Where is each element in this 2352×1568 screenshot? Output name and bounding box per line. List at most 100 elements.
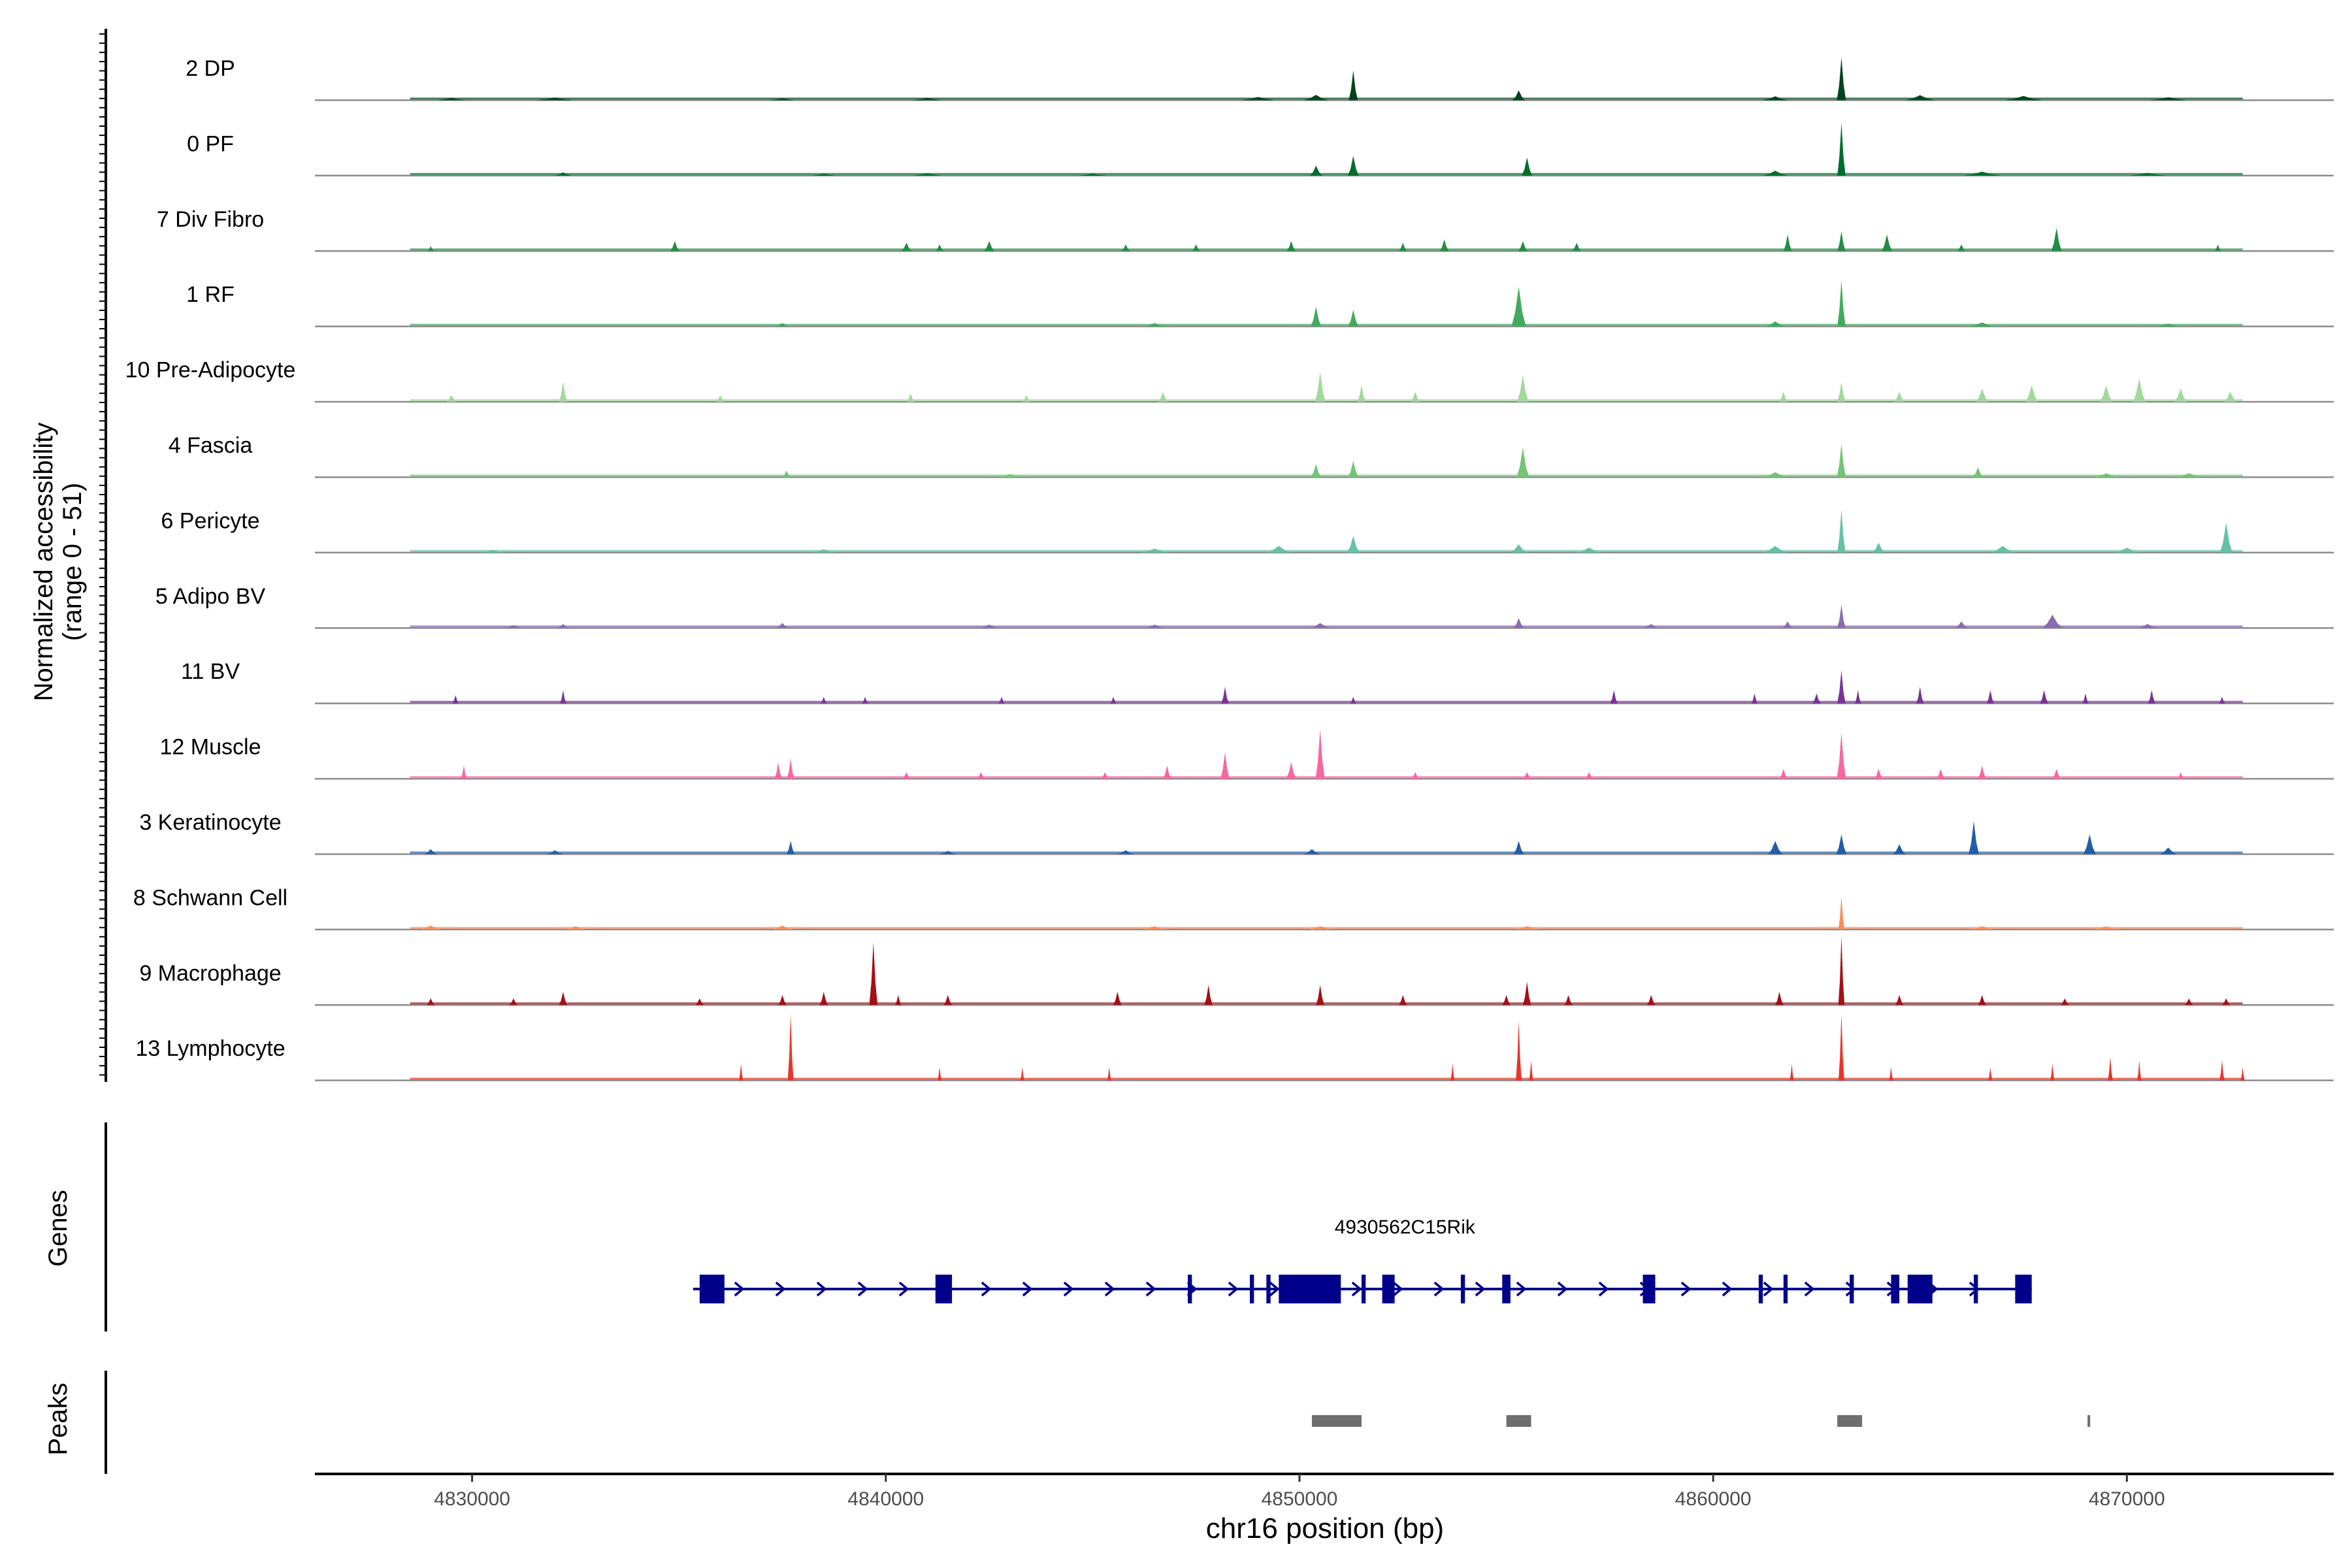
coverage-peak bbox=[1978, 765, 1987, 779]
coverage-peak bbox=[1411, 772, 1420, 779]
coverage-peak bbox=[1894, 391, 1905, 402]
coverage-peak bbox=[1514, 926, 1540, 930]
coverage-peak bbox=[2240, 1067, 2245, 1081]
coverage-peak bbox=[1529, 1060, 1533, 1081]
gene-exon bbox=[1891, 1275, 1900, 1303]
coverage-peak bbox=[776, 623, 789, 629]
coverage-peak bbox=[1837, 670, 1846, 704]
track-13-lymphocyte: 13 Lymphocyte bbox=[135, 1014, 2334, 1081]
coverage-peak bbox=[2177, 772, 2184, 779]
coverage-peak bbox=[1309, 165, 1322, 176]
coverage-peak bbox=[1763, 546, 1788, 553]
strand-arrow bbox=[1845, 1281, 1856, 1297]
coverage-peak bbox=[1110, 696, 1117, 704]
coverage-peak bbox=[2149, 97, 2187, 101]
track-12-muscle: 12 Muscle bbox=[160, 729, 2334, 780]
coverage-peak bbox=[1610, 690, 1618, 704]
peaks-track bbox=[1312, 1415, 2091, 1427]
coverage-peak bbox=[1398, 995, 1407, 1005]
coverage-peak bbox=[1303, 849, 1320, 855]
coverage-peak bbox=[1522, 981, 1531, 1005]
coverage-peak bbox=[1107, 1067, 1111, 1081]
coverage-peak bbox=[778, 995, 787, 1005]
gene-exon bbox=[1974, 1275, 1978, 1303]
coverage-peak bbox=[1303, 95, 1329, 101]
coverage-peak bbox=[1144, 625, 1166, 629]
strand-arrow bbox=[775, 1281, 786, 1297]
coverage-peak bbox=[1837, 57, 1846, 101]
coverage-peak bbox=[1986, 690, 1995, 704]
coverage-peak bbox=[1963, 171, 2001, 176]
coverage-peak bbox=[901, 242, 912, 252]
coverage-peak bbox=[1837, 231, 1846, 252]
coverage-peak bbox=[1144, 323, 1166, 327]
coverage-peak bbox=[1315, 729, 1325, 779]
peaks-panel-label: Peaks bbox=[44, 1382, 73, 1455]
track-label: 6 Pericyte bbox=[161, 508, 259, 533]
coverage-peak bbox=[1357, 385, 1366, 402]
coverage-peak bbox=[782, 470, 791, 478]
coverage-peak bbox=[2185, 998, 2193, 1005]
track-2-dp: 2 DP bbox=[186, 56, 2334, 101]
coverage-peak bbox=[2100, 385, 2113, 402]
track-5-adipo-bv: 5 Adipo BV bbox=[155, 584, 2334, 629]
track-6-pericyte: 6 Pericyte bbox=[161, 508, 2334, 554]
coverage-peak bbox=[1957, 244, 1966, 252]
coverage-peak bbox=[1348, 155, 1359, 176]
coverage-peak bbox=[1990, 546, 2016, 553]
coverage-peak bbox=[1311, 464, 1322, 478]
coverage-peak bbox=[2155, 323, 2181, 327]
coverage-peak bbox=[1113, 991, 1122, 1005]
y-axis-title-line2: (range 0 - 51) bbox=[58, 483, 87, 641]
gene-exon bbox=[1460, 1275, 1465, 1303]
coverage-peak bbox=[1572, 242, 1582, 252]
strand-arrow bbox=[1269, 1281, 1280, 1297]
coverage-peak bbox=[2174, 388, 2187, 402]
coverage-peak bbox=[1782, 621, 1793, 629]
coverage-peak bbox=[1316, 985, 1324, 1005]
coverage-peak bbox=[979, 625, 1000, 629]
x-tick-label: 4870000 bbox=[2089, 1488, 2165, 1510]
track-10-pre-adipocyte: 10 Pre-Adipocyte bbox=[125, 358, 2334, 403]
x-tick-label: 4850000 bbox=[1262, 1488, 1338, 1510]
coverage-peak bbox=[2050, 1064, 2055, 1081]
coverage-peak bbox=[1838, 896, 1845, 930]
coverage-peak bbox=[1512, 90, 1526, 101]
x-axis-title: chr16 position (bp) bbox=[1206, 1512, 1444, 1544]
coverage-peak bbox=[2051, 227, 2062, 252]
coverage-peak bbox=[2132, 378, 2146, 402]
coverage-peak bbox=[1564, 995, 1573, 1005]
gene-exon bbox=[699, 1275, 725, 1303]
coverage-peak bbox=[1576, 547, 1602, 553]
coverage-peak bbox=[1241, 97, 1275, 101]
coverage-peak bbox=[1895, 995, 1904, 1005]
coverage-peak bbox=[1837, 280, 1846, 327]
coverage-peak bbox=[2114, 547, 2140, 553]
coverage-peak bbox=[2222, 998, 2230, 1005]
coverage-peak bbox=[716, 395, 725, 402]
coverage-peak bbox=[2219, 523, 2232, 553]
coverage-peak bbox=[1411, 391, 1420, 402]
coverage-peak bbox=[1969, 322, 1995, 327]
coverage-peak bbox=[2052, 768, 2061, 779]
coverage-peak bbox=[1439, 239, 1449, 252]
coverage-peak bbox=[509, 998, 518, 1005]
coverage-peak bbox=[1972, 467, 1984, 478]
coverage-peak bbox=[1221, 687, 1229, 704]
gene-exon bbox=[2015, 1275, 2032, 1303]
coverage-peak bbox=[1315, 372, 1326, 402]
coverage-peak bbox=[772, 925, 793, 930]
track-label: 5 Adipo BV bbox=[155, 584, 266, 609]
track-label: 12 Muscle bbox=[160, 735, 261, 760]
coverage-peak bbox=[536, 97, 574, 101]
strand-arrow bbox=[734, 1281, 745, 1297]
coverage-peak bbox=[1307, 926, 1333, 930]
peak-region bbox=[1837, 1415, 1863, 1427]
coverage-peak bbox=[1350, 696, 1357, 704]
coverage-peak bbox=[420, 925, 442, 930]
track-label: 1 RF bbox=[186, 282, 235, 307]
coverage-peak bbox=[1117, 850, 1134, 855]
strand-arrow bbox=[816, 1281, 827, 1297]
coverage-peak bbox=[1872, 542, 1885, 553]
